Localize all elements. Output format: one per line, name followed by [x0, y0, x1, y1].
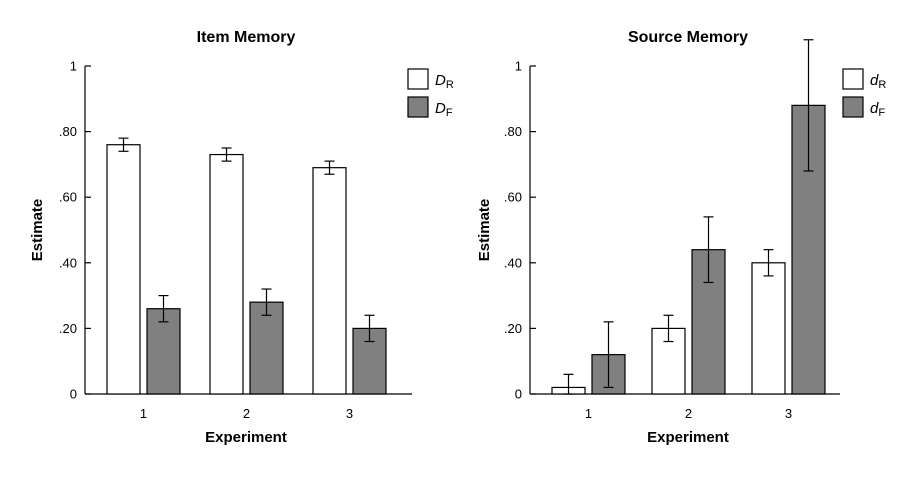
panel2-legend-subscript: F	[878, 107, 885, 119]
panel1-bar-exp1-DR	[106, 144, 141, 395]
panel2-x-tick-label: 2	[685, 406, 692, 421]
panel2-y-axis-label: Estimate	[476, 199, 493, 262]
panel1-x-tick-label: 3	[346, 406, 353, 421]
panel2-y-tick-label: .60	[504, 190, 522, 205]
panel2-chart-title: Source Memory	[628, 29, 748, 46]
panel2-bar-exp3-dR	[751, 262, 786, 395]
panel2-y-tick-label: .20	[504, 321, 522, 336]
panel2-x-tick-label: 3	[785, 406, 792, 421]
panel1-y-tick-label: 0	[70, 387, 77, 402]
panel1-legend-subscript: R	[446, 79, 454, 91]
panel1-bar-exp2-DF	[249, 301, 284, 395]
panel2-legend-swatch	[842, 96, 864, 118]
panel2-y-tick-label: 0	[515, 387, 522, 402]
panel2-legend-subscript: R	[878, 79, 886, 91]
panel1-y-tick-label: 1	[70, 59, 77, 74]
panel1-bar-exp2-DR	[209, 153, 244, 395]
panel1-y-tick-label: .20	[59, 321, 77, 336]
panel1-y-axis-label: Estimate	[29, 199, 46, 262]
panel2-legend-label: dR	[870, 72, 886, 91]
panel1-legend-swatch	[407, 96, 429, 118]
panel1-y-tick-label: .40	[59, 255, 77, 270]
panel2-legend-label: dF	[870, 100, 885, 119]
panel1-legend-subscript: F	[446, 107, 453, 119]
panel1-legend-swatch	[407, 68, 429, 90]
panel1-x-tick-label: 2	[243, 406, 250, 421]
panel1-y-tick-label: .80	[59, 124, 77, 139]
panel2-y-tick-label: 1	[515, 59, 522, 74]
panel1-bar-exp1-DF	[146, 308, 181, 395]
panel2-legend-swatch	[842, 68, 864, 90]
panel2-x-axis-label: Experiment	[647, 429, 729, 446]
panel1-x-tick-label: 1	[140, 406, 147, 421]
panel1-bar-exp3-DR	[312, 167, 347, 395]
panel2-y-tick-label: .40	[504, 255, 522, 270]
panel1-legend-label: DF	[435, 100, 453, 119]
panel1-legend-label: DR	[435, 72, 454, 91]
panel1-y-tick-label: .60	[59, 190, 77, 205]
panel2-x-tick-label: 1	[585, 406, 592, 421]
panel1-x-axis-label: Experiment	[205, 429, 287, 446]
panel2-y-tick-label: .80	[504, 124, 522, 139]
panel1-chart-title: Item Memory	[197, 29, 296, 46]
